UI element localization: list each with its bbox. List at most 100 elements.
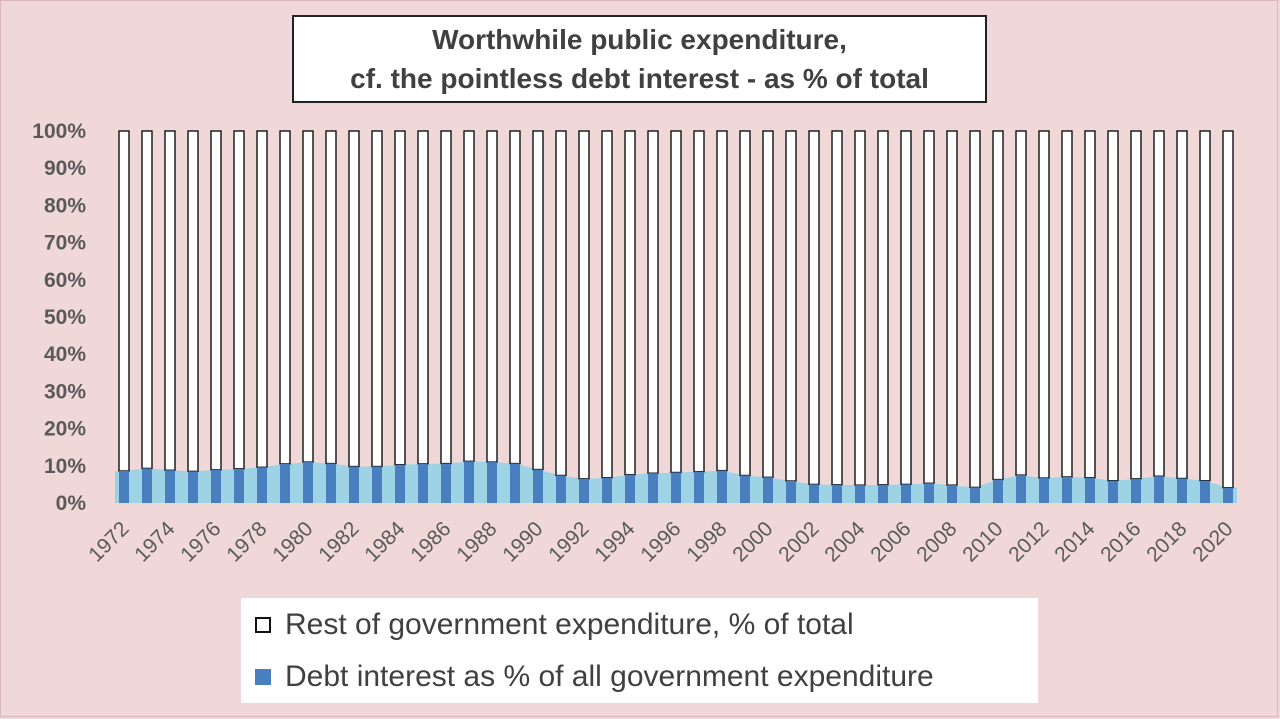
bar-rest-1978 [256, 130, 268, 468]
bar-rest-1972 [118, 130, 130, 472]
bar-debt-2015 [1108, 480, 1118, 503]
bar-rest-2004 [854, 130, 866, 486]
x-tick-label: 1976 [176, 517, 225, 566]
bar-rest-1993 [601, 130, 613, 479]
bar-rest-2013 [1061, 130, 1073, 478]
bar-debt-2008 [947, 485, 957, 503]
bar-rest-1994 [624, 130, 636, 476]
bar-debt-1988 [487, 462, 497, 503]
bar-debt-1987 [464, 461, 474, 503]
bar-rest-1996 [670, 130, 682, 474]
bar-rest-2003 [831, 130, 843, 486]
x-tick-label: 2014 [1050, 517, 1100, 567]
y-tick-label: 0% [56, 492, 87, 515]
bar-debt-1997 [694, 471, 704, 503]
bar-debt-2012 [1039, 478, 1049, 503]
bar-rest-1973 [141, 130, 153, 470]
bar-rest-1983 [371, 130, 383, 468]
bar-rest-1986 [440, 130, 452, 465]
legend-swatch-debt [255, 669, 271, 685]
bar-debt-1974 [165, 470, 175, 503]
bar-rest-1995 [647, 130, 659, 474]
x-tick-label: 1988 [452, 517, 501, 566]
y-tick-label: 40% [44, 343, 86, 366]
legend-swatch-rest [255, 617, 271, 633]
bar-debt-2014 [1085, 477, 1095, 503]
bar-debt-1979 [280, 463, 290, 503]
x-tick-label: 2016 [1096, 517, 1145, 566]
x-tick-label: 2018 [1142, 517, 1191, 566]
bar-debt-1973 [142, 468, 152, 503]
bar-rest-2011 [1015, 130, 1027, 476]
bar-rest-1987 [463, 130, 475, 463]
bar-rest-2018 [1176, 130, 1188, 480]
x-tick-label: 1972 [84, 517, 133, 566]
bar-rest-1981 [325, 130, 337, 465]
bar-rest-1984 [394, 130, 406, 466]
bar-debt-2007 [924, 483, 934, 503]
bar-debt-1972 [119, 471, 129, 503]
bar-debt-1996 [671, 472, 681, 503]
bar-rest-2000 [762, 130, 774, 479]
bar-debt-2001 [786, 481, 796, 503]
bar-debt-1998 [717, 470, 727, 503]
chart-legend: Rest of government expenditure, % of tot… [241, 598, 1038, 703]
bar-rest-2012 [1038, 130, 1050, 479]
chart-title: Worthwhile public expenditure, cf. the p… [292, 15, 987, 103]
bar-debt-2003 [832, 484, 842, 503]
bar-debt-2018 [1177, 478, 1187, 503]
bar-debt-2002 [809, 484, 819, 503]
x-tick-label: 1994 [590, 517, 640, 567]
bar-rest-2016 [1130, 130, 1142, 480]
bar-debt-2000 [763, 477, 773, 503]
bar-rest-1985 [417, 130, 429, 465]
x-tick-label: 2020 [1188, 517, 1237, 566]
bar-rest-2017 [1153, 130, 1165, 477]
bar-rest-1977 [233, 130, 245, 470]
y-tick-label: 90% [44, 157, 86, 180]
bar-rest-2002 [808, 130, 820, 486]
x-tick-label: 2000 [728, 517, 777, 566]
bar-rest-1990 [532, 130, 544, 471]
legend-label-debt: Debt interest as % of all government exp… [285, 660, 934, 693]
y-tick-label: 60% [44, 269, 86, 292]
chart-title-line-2: cf. the pointless debt interest - as % o… [350, 63, 929, 94]
x-tick-label: 2006 [866, 517, 915, 566]
x-tick-label: 2004 [820, 517, 870, 567]
bar-rest-1992 [578, 130, 590, 480]
bar-debt-1976 [211, 469, 221, 503]
x-tick-label: 2002 [774, 517, 823, 566]
x-tick-label: 1990 [498, 517, 547, 566]
bar-debt-1985 [418, 463, 428, 503]
bar-debt-2010 [993, 479, 1003, 503]
bar-debt-1999 [740, 475, 750, 503]
bar-rest-1997 [693, 130, 705, 473]
y-tick-label: 10% [44, 455, 86, 478]
bar-rest-2007 [923, 130, 935, 484]
bar-rest-1988 [486, 130, 498, 463]
legend-item-debt: Debt interest as % of all government exp… [255, 651, 1038, 703]
bar-debt-1990 [533, 469, 543, 503]
bar-debt-1977 [234, 468, 244, 503]
bar-rest-1989 [509, 130, 521, 465]
bar-debt-1980 [303, 462, 313, 503]
bar-debt-2017 [1154, 476, 1164, 503]
bar-debt-2004 [855, 485, 865, 503]
x-tick-label: 1980 [268, 517, 317, 566]
legend-item-rest: Rest of government expenditure, % of tot… [255, 599, 1038, 651]
y-tick-label: 50% [44, 306, 86, 329]
y-tick-label: 30% [44, 380, 86, 403]
x-tick-label: 2008 [912, 517, 961, 566]
x-tick-label: 1996 [636, 517, 685, 566]
bar-debt-1995 [648, 473, 658, 503]
bar-debt-1975 [188, 471, 198, 503]
x-tick-label: 1974 [130, 517, 180, 567]
bar-debt-2020 [1223, 487, 1233, 503]
bar-debt-1986 [441, 463, 451, 503]
x-tick-label: 1986 [406, 517, 455, 566]
bar-debt-1994 [625, 474, 635, 503]
bar-rest-2006 [900, 130, 912, 486]
bar-debt-1992 [579, 478, 589, 503]
bar-debt-2005 [878, 484, 888, 503]
